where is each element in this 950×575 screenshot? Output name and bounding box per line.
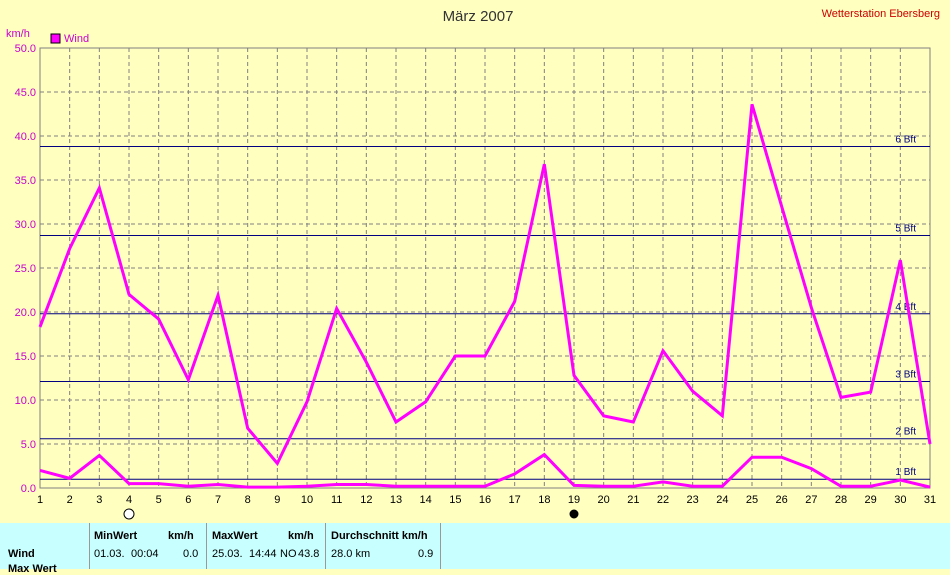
stats-panel: Wind Max Wert MinWert km/h 01.03. 00:04 …: [0, 523, 950, 575]
x-tick-label: 4: [126, 494, 132, 506]
max-unit: km/h: [288, 530, 314, 542]
min-unit: km/h: [168, 530, 194, 542]
stats-divider: [325, 523, 326, 569]
series-line-wind-low: [39, 452, 931, 489]
x-tick-label: 2: [67, 494, 73, 506]
avg-distance: 28.0 km: [331, 548, 371, 560]
bft-label: 4 Bft: [895, 302, 916, 313]
legend-label: Wind: [64, 33, 89, 45]
x-tick-label: 22: [657, 494, 669, 506]
bft-label: 3 Bft: [895, 370, 916, 381]
station-name: Wetterstation Ebersberg: [822, 8, 940, 20]
x-tick-label: 26: [776, 494, 788, 506]
stats-divider: [206, 523, 207, 569]
x-tick-label: 9: [274, 494, 280, 506]
max-direction: NO: [280, 548, 297, 560]
stats-divider: [89, 523, 90, 569]
x-tick-label: 3: [96, 494, 102, 506]
x-tick-label: 6: [185, 494, 191, 506]
max-time: 14:44: [249, 548, 277, 560]
x-tick-label: 27: [805, 494, 817, 506]
stats-divider: [440, 523, 441, 569]
y-tick-label: 5.0: [21, 439, 36, 451]
y-tick-label: 40.0: [15, 131, 36, 143]
x-tick-label: 19: [568, 494, 580, 506]
chart-title: März 2007: [443, 8, 514, 25]
x-tick-label: 25: [746, 494, 758, 506]
x-tick-label: 20: [598, 494, 610, 506]
x-tick-label: 23: [687, 494, 699, 506]
legend-swatch: [50, 33, 61, 44]
x-tick-label: 21: [627, 494, 639, 506]
bft-label: 6 Bft: [895, 135, 916, 146]
min-date: 01.03.: [94, 548, 125, 560]
bft-label: 5 Bft: [895, 223, 916, 234]
series-line-wind: [38, 103, 932, 467]
stats-row-label: Wind: [8, 548, 35, 560]
x-tick-label: 12: [360, 494, 372, 506]
max-value: 43.8: [298, 548, 320, 560]
y-axis-unit: km/h: [6, 28, 30, 40]
new-moon-icon: [569, 509, 579, 519]
y-tick-label: 50.0: [15, 43, 36, 55]
moon-phases: [123, 508, 579, 520]
bft-label: 1 Bft: [895, 467, 916, 478]
y-tick-label: 0.0: [21, 483, 36, 495]
avg-header: Durchschnitt km/h: [331, 530, 428, 542]
grid: [40, 48, 930, 488]
x-tick-label: 5: [156, 494, 162, 506]
max-header: MaxWert: [212, 530, 258, 542]
x-tick-label: 17: [509, 494, 521, 506]
x-ticks: 1 2 3 4 5 6 7 8 9 10 11 12 13 14 15 16 17 18 19 20 21 22 23 24 2…: [37, 494, 936, 506]
x-tick-label: 28: [835, 494, 847, 506]
x-tick-label: 16: [479, 494, 491, 506]
y-tick-label: 30.0: [15, 219, 36, 231]
y-tick-label: 25.0: [15, 263, 36, 275]
x-tick-label: 8: [245, 494, 251, 506]
y-tick-label: 45.0: [15, 87, 36, 99]
x-tick-label: 29: [865, 494, 877, 506]
x-tick-label: 15: [449, 494, 461, 506]
y-tick-label: 15.0: [15, 351, 36, 363]
bft-label: 2 Bft: [895, 427, 916, 438]
x-tick-label: 24: [716, 494, 728, 506]
y-tick-label: 20.0: [15, 307, 36, 319]
x-tick-label: 31: [924, 494, 936, 506]
series-group: [38, 103, 932, 489]
min-header: MinWert: [94, 530, 138, 542]
x-tick-label: 7: [215, 494, 221, 506]
chart: März 2007 Wetterstation Ebersberg km/h W…: [6, 8, 940, 520]
min-value: 0.0: [183, 548, 199, 560]
avg-value: 0.9: [418, 548, 434, 560]
min-time: 00:04: [131, 548, 159, 560]
x-tick-label: 11: [331, 494, 342, 506]
x-tick-label: 13: [390, 494, 402, 506]
x-tick-label: 10: [301, 494, 313, 506]
x-tick-label: 1: [37, 494, 43, 506]
max-date: 25.03.: [212, 548, 243, 560]
y-tick-label: 10.0: [15, 395, 36, 407]
stats-row-label-2: Max Wert: [8, 563, 57, 575]
y-ticks: 0.0 5.0 10.0 15.0 20.0 25.0 30.0 35.0 40.0 45.0 50…: [15, 43, 36, 495]
full-moon-icon: [123, 508, 135, 520]
y-tick-label: 35.0: [15, 175, 36, 187]
x-tick-label: 14: [420, 494, 432, 506]
x-tick-label: 30: [894, 494, 906, 506]
x-tick-label: 18: [538, 494, 550, 506]
